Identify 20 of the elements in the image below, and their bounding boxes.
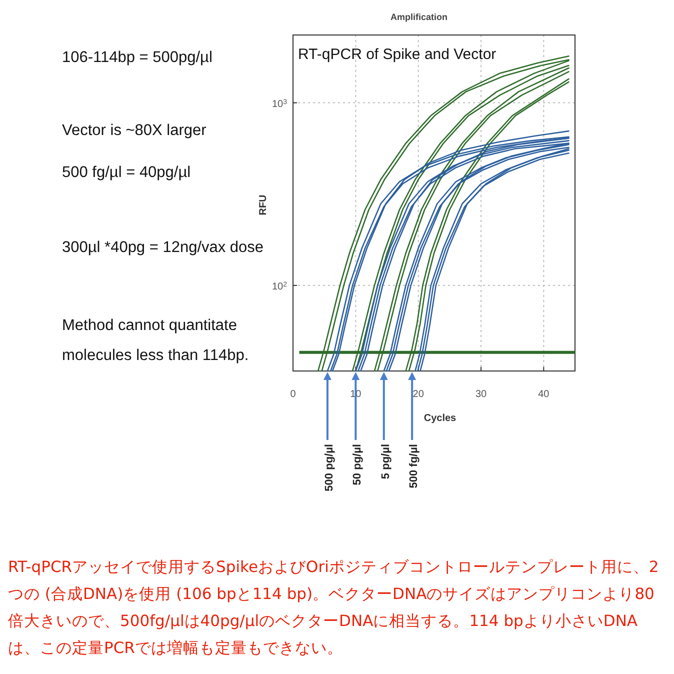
annotation: 500 fg/µl	[408, 444, 420, 488]
x-tick-label: 30	[475, 389, 487, 400]
x-tick-label: 20	[412, 389, 424, 400]
caption: RT-qPCRアッセイで使用するSpikeおよびOriポジティブコントロールテンプレート用に、2つの (合成DNA)を使用 (106 bpと114 bp)。ベクターDNAのサイズはアンプリコンより80倍大きいので、500fg/μlは40pg/μlのベクターDNAに相当する。114 bpより小さいDNAは、この定量PCRでは増幅も定量もできない。	[8, 557, 660, 659]
annotation: 5 pg/µl	[380, 444, 392, 480]
x-axis-title: Cycles	[424, 413, 457, 424]
text: Vector is ~80X larger	[62, 122, 206, 139]
annotation: 50 pg/µl	[352, 444, 364, 486]
annotation: 500 pg/µl	[323, 444, 336, 492]
x-tick-label: 40	[538, 389, 550, 400]
text: 500 fg/µl = 40pg/µl	[62, 164, 191, 181]
text: 106-114bp = 500pg/µl	[62, 49, 212, 66]
text: RT-qPCR of Spike and Vector	[298, 46, 496, 63]
y-tick-label: 10$^{3}$	[272, 98, 288, 110]
x-tick-label: 0	[290, 389, 296, 400]
y-axis-title: RFU	[258, 194, 269, 216]
chart-title: Amplification	[390, 12, 448, 22]
text: Method cannot quantitate molecules less than 114bp.	[62, 317, 249, 364]
text: 300µl *40pg = 12ng/vax dose	[62, 239, 264, 256]
y-tick-label: 10$^{2}$	[272, 280, 288, 292]
